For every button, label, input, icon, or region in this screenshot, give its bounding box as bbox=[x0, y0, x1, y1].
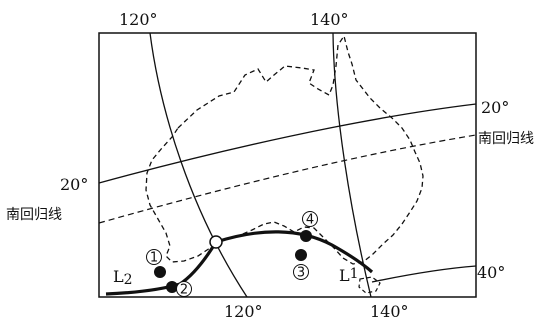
point-4-dot bbox=[300, 230, 312, 242]
longitude-label-top-140: 140° bbox=[310, 10, 349, 29]
longitude-label-bottom-140: 140° bbox=[370, 302, 409, 321]
latitude-label-right-40: 40° bbox=[477, 263, 505, 282]
point-2-label: 2 bbox=[176, 281, 192, 298]
latitude-label-right-20: 20° bbox=[481, 98, 509, 117]
longitude-label-bottom-120: 120° bbox=[224, 302, 263, 321]
tropic-label-left: 南回归线 bbox=[6, 206, 62, 223]
parallel-40 bbox=[371, 265, 477, 283]
point-3-dot bbox=[295, 249, 307, 261]
front-l2-label: L2 bbox=[113, 267, 133, 288]
tasmania-outline bbox=[358, 276, 381, 294]
map-frame bbox=[98, 32, 477, 298]
front-l1 bbox=[215, 230, 374, 274]
point-1-dot bbox=[154, 266, 166, 278]
parallel-20 bbox=[98, 103, 477, 184]
australia-outline bbox=[145, 34, 424, 265]
tropic-label-right: 南回归线 bbox=[478, 130, 534, 147]
point-1-label: 1 bbox=[146, 249, 162, 266]
meridian-120 bbox=[149, 32, 248, 298]
front-l1-label: L1 bbox=[339, 266, 359, 285]
point-2-dot bbox=[166, 281, 178, 293]
svg-text:1: 1 bbox=[150, 251, 158, 266]
svg-text:4: 4 bbox=[306, 213, 314, 228]
longitude-label-top-120: 120° bbox=[119, 10, 158, 29]
point-3-label: 3 bbox=[293, 264, 309, 281]
latitude-label-left-20: 20° bbox=[60, 175, 88, 194]
svg-text:3: 3 bbox=[297, 266, 305, 281]
svg-text:2: 2 bbox=[180, 283, 188, 298]
point-4-label: 4 bbox=[302, 211, 318, 228]
tropic-line bbox=[98, 134, 477, 224]
low-pressure-center bbox=[209, 235, 223, 249]
